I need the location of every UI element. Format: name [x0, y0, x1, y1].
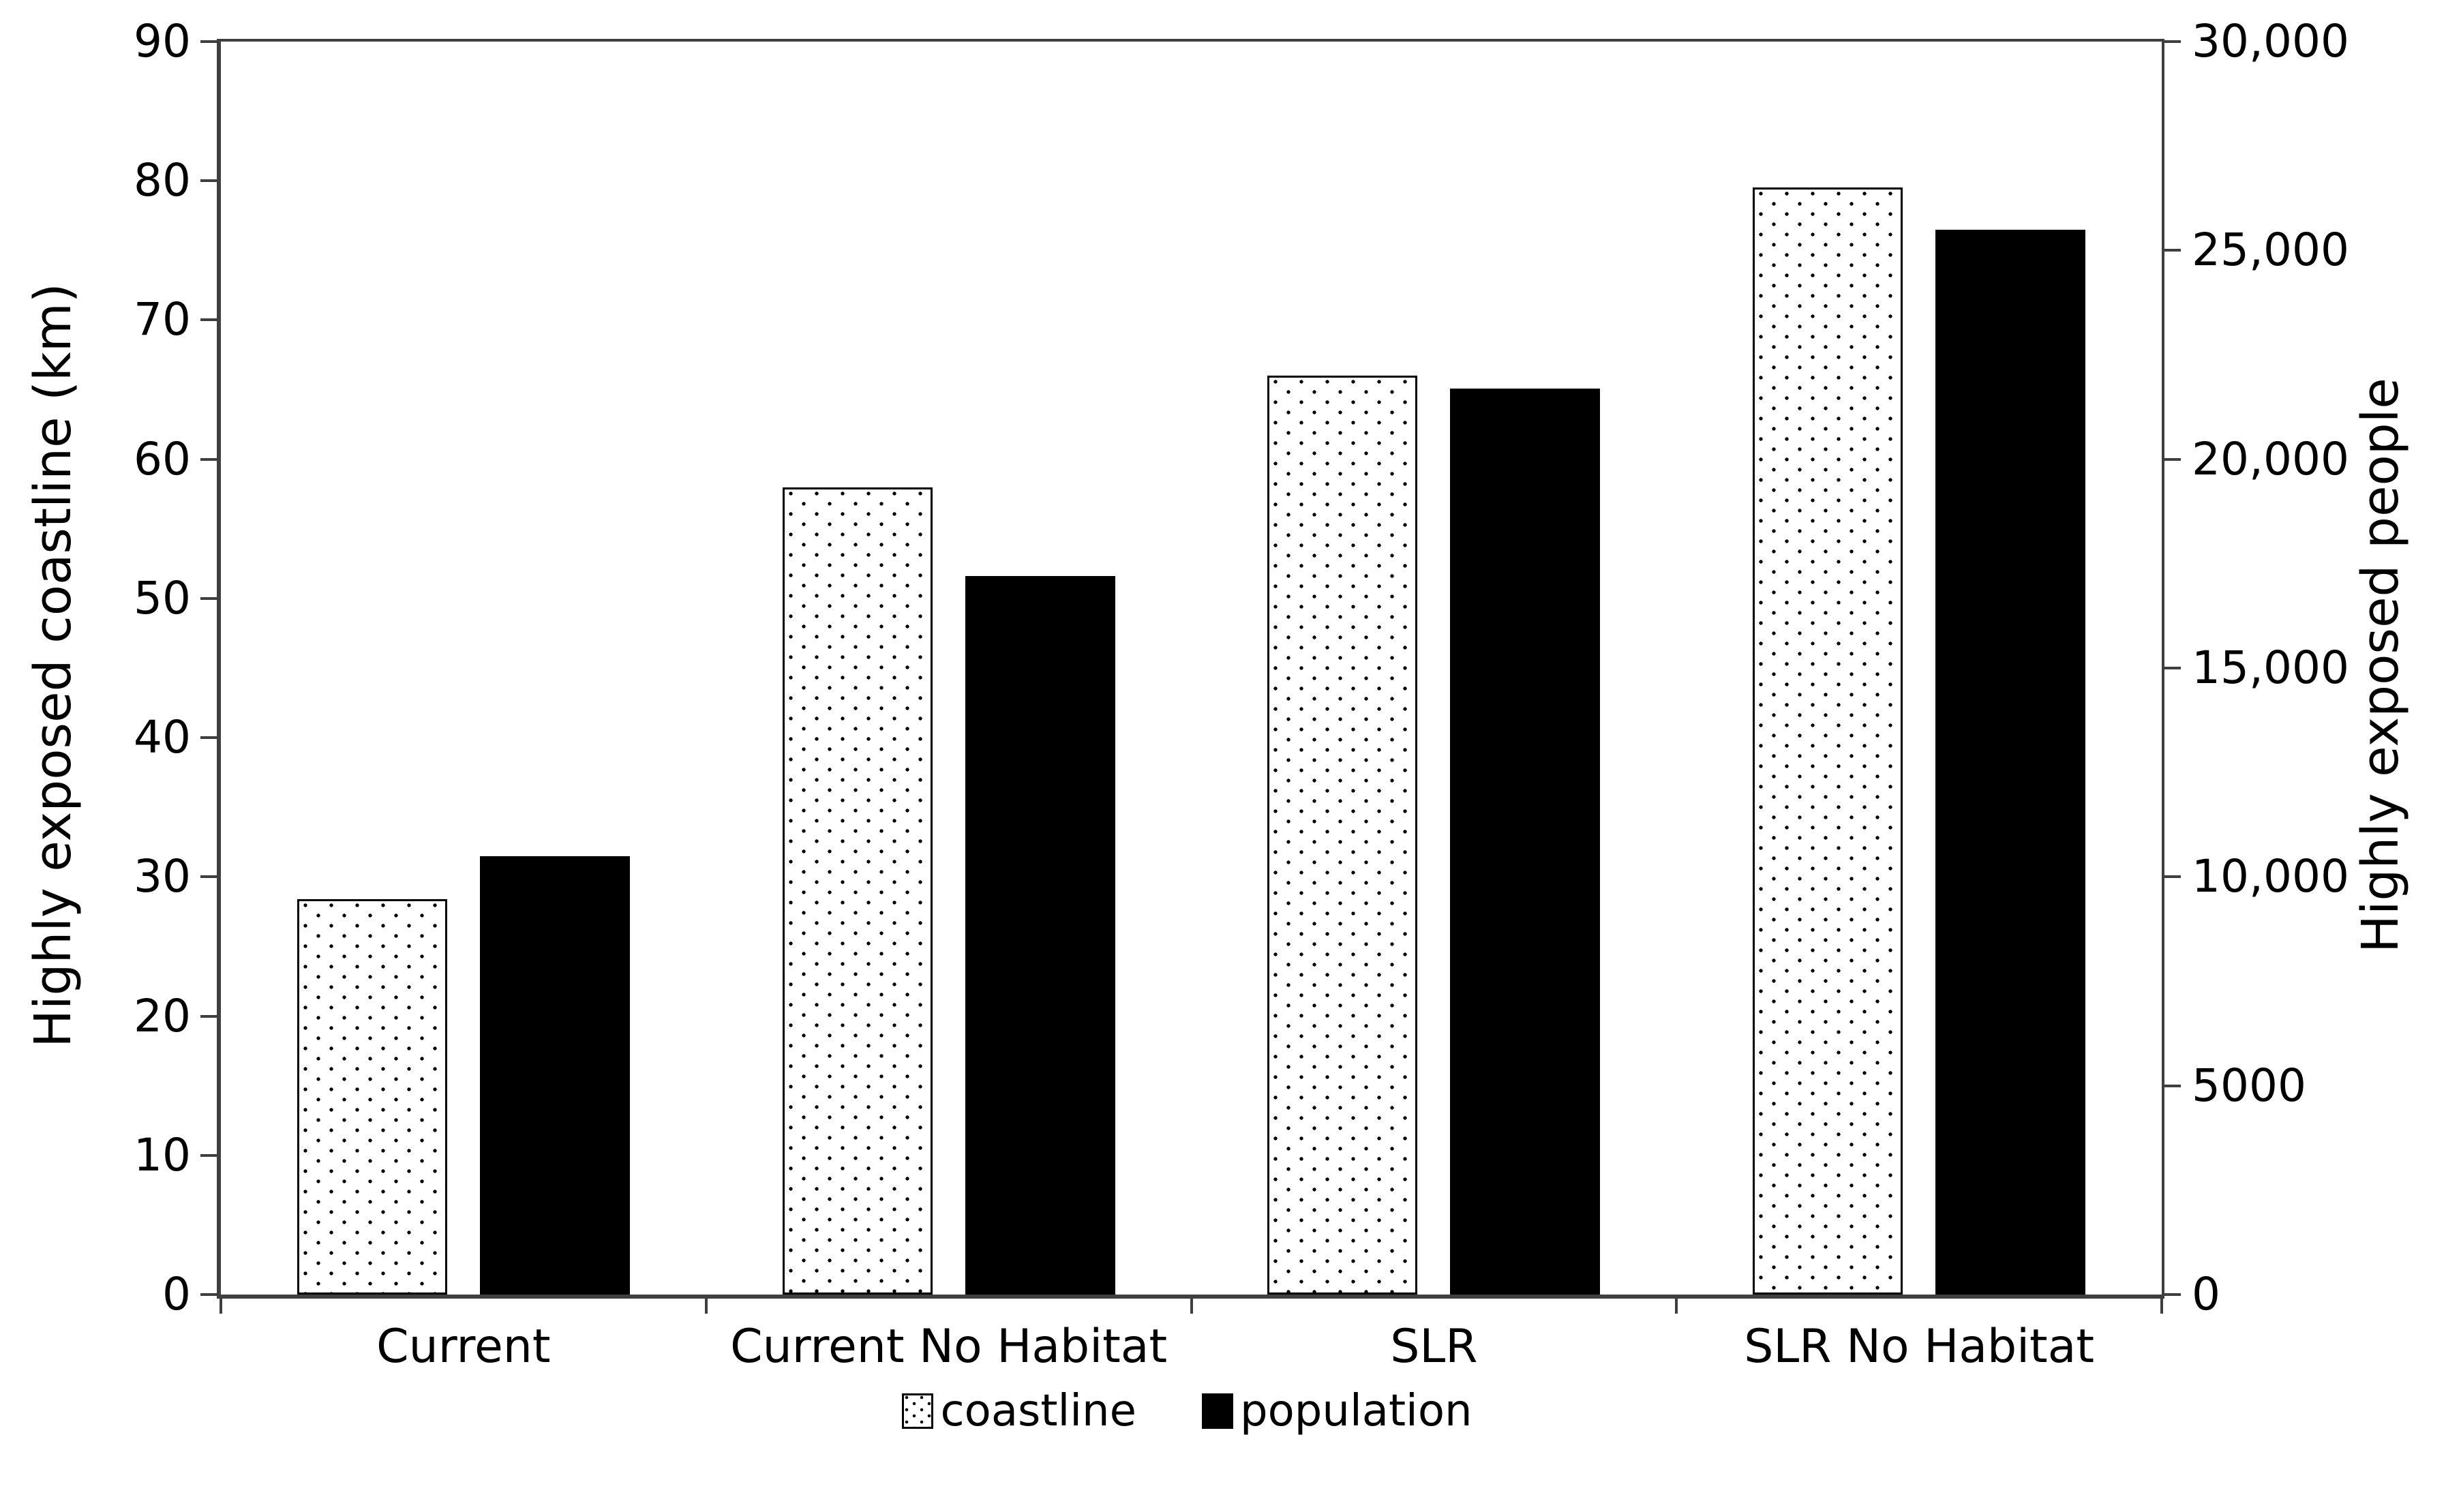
right-axis-tick: [2164, 1293, 2181, 1296]
right-axis-tick: [2164, 457, 2181, 461]
left-axis-tick: [200, 1014, 217, 1018]
legend-label-population: population: [1239, 1386, 1473, 1436]
right-axis-tick: [2164, 40, 2181, 43]
left-axis-tick-label: 0: [162, 1268, 191, 1320]
bar-group-current: [221, 42, 706, 1295]
left-axis-tick-label: 40: [134, 711, 191, 764]
legend-swatch-coastline-icon: [902, 1393, 934, 1429]
bar-group-slr-no-habitat: [1676, 42, 2162, 1295]
category-label-current-no-habitat: Current No Habitat: [730, 1320, 1168, 1374]
left-axis-tick-label: 60: [134, 432, 191, 485]
left-axis-tick: [200, 318, 217, 322]
bar-group-slr: [1192, 42, 1677, 1295]
bar-population-slr-no-habitat: [1935, 229, 2086, 1295]
x-axis-boundary-tick: [2160, 1295, 2163, 1314]
x-axis-boundary-tick: [1190, 1295, 1193, 1314]
bar-coastline-current-no-habitat: [782, 487, 933, 1295]
right-axis-tick-label: 0: [2192, 1268, 2220, 1320]
bar-group-current-no-habitat: [706, 42, 1192, 1295]
left-axis-tick-label: 20: [134, 989, 191, 1042]
legend: coastline population: [217, 1389, 2158, 1433]
right-axis-tick-label: 15,000: [2192, 641, 2349, 694]
left-axis-tick: [200, 596, 217, 600]
left-axis-title: Highly exposed coastline (km): [24, 283, 82, 1048]
legend-label-coastline: coastline: [940, 1386, 1136, 1436]
right-axis-tick-label: 25,000: [2192, 224, 2349, 277]
bar-population-current-no-habitat: [965, 576, 1115, 1295]
left-axis-tick: [200, 457, 217, 461]
right-axis-tick-label: 10,000: [2192, 850, 2349, 903]
category-label-slr-no-habitat: SLR No Habitat: [1744, 1320, 2095, 1374]
category-label-current: Current: [376, 1320, 551, 1374]
left-axis-tick: [200, 179, 217, 183]
bar-population-slr: [1450, 388, 1601, 1295]
left-axis-tick: [200, 1293, 217, 1296]
left-axis-tick: [200, 875, 217, 879]
right-axis-tick: [2164, 1084, 2181, 1087]
right-axis-title: Highly exposed people: [2351, 378, 2410, 953]
left-axis-tick: [200, 1153, 217, 1157]
x-axis-boundary-tick: [704, 1295, 708, 1314]
right-axis-tick: [2164, 875, 2181, 879]
left-axis-tick-label: 30: [134, 850, 191, 903]
right-axis-tick-label: 20,000: [2192, 432, 2349, 485]
legend-item-coastline: coastline: [902, 1389, 1136, 1433]
left-axis-tick-label: 50: [134, 571, 191, 624]
left-axis-tick-label: 80: [134, 154, 191, 207]
right-axis-tick-label: 5000: [2192, 1059, 2306, 1112]
right-axis-tick: [2164, 667, 2181, 669]
bar-coastline-slr: [1267, 376, 1418, 1295]
x-axis-boundary-tick: [220, 1295, 222, 1314]
right-axis-tick-label: 30,000: [2192, 15, 2349, 67]
left-axis-tick-label: 70: [134, 293, 191, 346]
x-axis-boundary-tick: [1675, 1295, 1678, 1314]
right-axis-tick: [2164, 249, 2181, 252]
plot-area: 0 10 20 30 40 50 60 70 80 90 0 5000 10,000 15,000 20,0…: [134, 19, 2349, 1371]
left-axis-tick: [200, 40, 217, 43]
bar-coastline-slr-no-habitat: [1753, 187, 1903, 1295]
left-axis-tick-label: 10: [134, 1128, 191, 1181]
left-axis-tick: [200, 736, 217, 740]
legend-item-population: population: [1201, 1386, 1473, 1436]
left-axis-tick-label: 90: [134, 15, 191, 67]
legend-swatch-population-icon: [1201, 1393, 1233, 1429]
bar-population-current: [479, 856, 630, 1295]
category-label-slr: SLR: [1390, 1320, 1478, 1374]
bar-coastline-current: [297, 899, 447, 1295]
